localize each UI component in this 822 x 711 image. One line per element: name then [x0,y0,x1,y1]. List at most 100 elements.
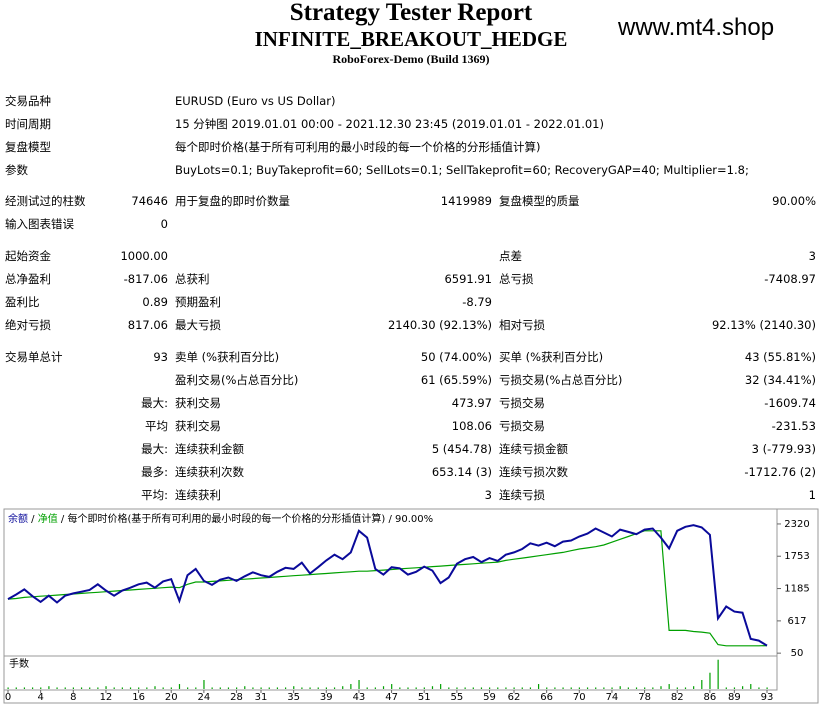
lot-bar [64,687,66,689]
lot-bar [154,686,156,689]
lot-bar [309,687,311,689]
x-tick-label: 43 [353,692,366,703]
lot-bar [709,672,711,689]
info-label: 时间周期 [5,117,51,131]
lot-bar [15,687,17,689]
stat-value: 1 [808,488,816,502]
stat-value: 653.14 (3) [431,465,492,479]
stat-label: 最大亏损 [175,318,221,332]
lot-bar [40,687,42,689]
stat-label: 盈利交易(%占总百分比) [175,373,299,387]
stat-label: 卖单 (%获利百分比) [175,350,280,364]
stat-label: 盈利比 [5,295,40,309]
y-tick-label: 50 [791,648,804,659]
lot-bar [570,687,572,689]
lot-bar [358,680,360,689]
x-tick-label: 20 [165,692,178,703]
stat-value: 473.97 [451,396,492,410]
stat-label: 亏损交易 [499,396,545,410]
lot-bar [415,687,417,689]
stat-value: 74646 [131,194,168,208]
legend-sep: / [28,514,38,525]
legend-equity: 净值 [38,512,58,525]
x-tick-label: 55 [451,692,464,703]
y-tick-label: 617 [787,616,806,627]
stat-label: 连续亏损次数 [499,465,568,479]
lot-bar [635,687,638,689]
x-tick-label: 89 [728,692,741,703]
x-tick-label: 59 [483,692,496,703]
lot-bar [578,687,580,689]
stat-label: 连续亏损 [499,488,545,502]
lot-bar [219,687,221,689]
subtitle: INFINITE_BREAKOUT_HEDGE [254,27,568,51]
lot-bar [89,687,91,689]
x-tick-label: 39 [320,692,333,703]
stat-value: 32 (34.41%) [744,373,816,387]
stat-label: 用于复盘的即时价数量 [175,194,290,208]
lot-bar [391,684,393,689]
x-tick-label: 16 [132,692,145,703]
stat-label: 获利交易 [175,396,221,410]
lot-bar [317,687,319,689]
lot-bar [431,686,434,689]
y-tick-label: 1753 [784,551,809,562]
lot-bar [129,687,132,689]
lot-bar [203,680,205,689]
lots-frame [3,655,778,691]
lot-bar [423,687,425,689]
lot-bar [742,686,744,689]
lot-bar [693,686,695,689]
lot-bar [717,659,719,689]
stat-value: 90.00% [772,194,816,208]
x-tick-label: 66 [540,692,553,703]
stat-value: 61 (65.59%) [420,373,492,387]
lot-bar [333,687,336,689]
stat-label: 交易单总计 [5,350,63,364]
watermark: www.mt4.shop [618,14,775,41]
lot-bar [595,687,597,689]
stat-label: 获利交易 [175,419,221,433]
chart-legend: 余额 / 净值 / 每个即时价格(基于所有可利用的最小时段的每一个价格的分形插值… [8,512,433,525]
info-value: EURUSD (Euro vs US Dollar) [175,94,336,108]
x-tick-label: 74 [606,692,619,703]
title: Strategy Tester Report [289,0,533,26]
lot-bar [56,687,58,689]
lot-bar [48,686,50,689]
lot-bar [227,687,230,689]
lot-bar [766,687,768,689]
legend-model: 每个即时价格(基于所有可利用的最小时段的每一个价格的分形插值计算) [67,512,385,525]
lot-bar [456,687,458,689]
info-value: 15 分钟图 2019.01.01 00:00 - 2021.12.30 23:… [175,117,604,131]
stat-label: 连续获利 [175,488,221,502]
lot-bar [619,686,621,689]
lot-bar [611,687,613,689]
legend-sep: / [385,514,395,525]
lot-bar [244,686,246,689]
lot-bar [170,687,172,689]
stat-value: 3 [484,488,492,502]
y-tick-label: 2320 [784,519,809,530]
stat-label: 相对亏损 [499,318,545,332]
lot-bar [293,686,295,689]
stat-value: 1419989 [440,194,492,208]
stat-value: 5 (454.78) [431,442,492,456]
lot-bar [105,686,107,689]
stat-label: 输入图表错误 [5,217,74,231]
stat-label: 买单 (%获利百分比) [499,350,604,364]
lot-bar [489,687,491,689]
lot-bar [464,687,466,689]
stat-label: 绝对亏损 [5,318,51,332]
lot-bar [701,680,703,689]
stat-value: 6591.91 [444,272,492,286]
stat-value: -1609.74 [764,396,816,410]
stat-label: 复盘模型的质量 [499,194,580,208]
lot-bar [758,687,760,689]
lot-bar [725,687,727,689]
stat-value: 0 [160,217,168,231]
stat-value: 1000.00 [120,249,168,263]
lot-bar [276,687,279,689]
x-tick-label: 62 [508,692,521,703]
